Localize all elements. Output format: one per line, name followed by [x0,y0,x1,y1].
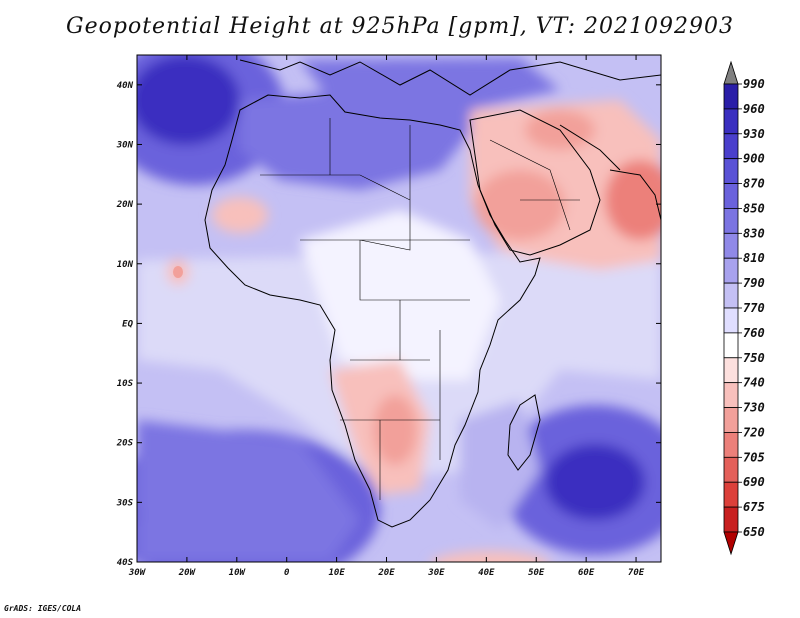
field-north-atlantic-inner [137,55,240,145]
border-lines-north [260,118,470,301]
iran-coast [559,124,621,171]
border-lines-arabia [489,139,580,231]
colorbar-swatch [723,332,739,359]
colorbar: 990 960 930 900 870 850 830 810 790 770 760 750 740 7… [723,60,765,556]
africa-outline [204,94,541,528]
colorbar-label: 740 [743,376,765,390]
lat-tick-label: 10N [117,260,134,270]
india-coast [609,169,661,221]
coastlines [204,59,661,528]
colorbar-swatch [723,133,739,160]
lat-tick-label: EQ [122,319,133,329]
field-cape-verde-core [173,266,183,278]
field-south-indian-inner [545,444,645,520]
madagascar [507,394,541,471]
lon-tick-label: 50E [528,568,545,578]
colorbar-label: 720 [743,425,765,439]
colorbar-swatch [723,83,739,110]
colorbar-swatch [723,307,739,334]
colorbar-swatch [723,282,739,309]
lon-tick-label: 40E [478,568,495,578]
colorbar-label: 850 [743,201,765,215]
colorbar-swatch [723,382,739,408]
lon-tick-label: 10W [229,568,247,578]
lat-tick-label: 40S [117,558,134,568]
grads-credit: GrADS: IGES/COLA [4,604,82,613]
colorbar-label: 930 [743,127,765,141]
map-title: Geopotential Height at 925hPa [gpm], VT:… [66,14,734,39]
lat-tick-label: 40N [117,81,134,91]
field-mozambique-light [460,400,540,530]
lon-tick-label: 20E [377,568,395,578]
colorbar-label: 870 [743,177,765,191]
field-mediterranean [300,58,560,110]
field-sahara-medium [240,80,480,190]
field-sahel-low [212,197,268,233]
colorbar-swatch [723,108,739,135]
lon-tick-label: 30W [128,568,147,578]
lon-tick-label: 30E [427,568,445,578]
lat-tick-label: 20N [116,200,134,210]
colorbar-label: 650 [743,525,765,539]
field-south-band [137,420,360,562]
field-southern-edge-low [431,551,549,562]
colorbar-top-triangle [723,60,739,85]
colorbar-swatch [723,158,739,184]
colorbar-swatch [723,432,739,458]
border-lines-south [340,300,441,500]
colorbar-swatch [723,183,739,209]
colorbar-label: 990 [743,77,765,91]
lon-tick-label: 60E [578,568,595,578]
colorbar-label: 770 [743,301,765,315]
colorbar-label: 675 [743,500,765,514]
colorbar-label: 830 [743,226,765,240]
lat-tick-label: 20S [116,439,134,449]
colorbar-swatch [723,506,739,533]
colorbar-bottom-triangle [723,531,739,556]
lat-tick-label: 30S [116,498,134,508]
map-frame [136,54,662,563]
europe-coast [239,59,661,96]
colorbar-label: 790 [743,276,765,290]
colorbar-label: 810 [743,251,765,265]
lon-tick-label: 10E [328,568,345,578]
lon-tick-label: 70E [628,568,645,578]
lat-tick-label: 10S [117,379,134,389]
colorbar-swatch [723,357,739,384]
lon-tick-label: 20W [178,568,197,578]
colorbar-swatch [723,456,739,483]
colorbar-label: 900 [743,152,765,166]
field-arabia-low-inner [475,170,565,240]
colorbar-label: 690 [743,475,765,489]
arabia [469,109,601,256]
colorbar-label: 960 [743,102,765,116]
field-india-low [605,160,661,240]
lat-tick-label: 30N [116,140,134,150]
colorbar-swatch [723,232,739,259]
borders [260,118,580,500]
field-central-africa-white [300,210,500,380]
colorbar-label: 730 [743,401,765,415]
colorbar-swatch [723,208,739,234]
height-field [137,55,661,562]
field-kalahari-core [373,395,417,465]
colorbar-swatch [723,407,739,433]
colorbar-label: 760 [743,326,765,340]
lon-tick-label: 0 [284,568,290,578]
colorbar-label: 750 [743,351,765,365]
colorbar-swatch [723,481,739,508]
colorbar-label: 705 [743,450,765,464]
colorbar-swatch [723,257,739,284]
